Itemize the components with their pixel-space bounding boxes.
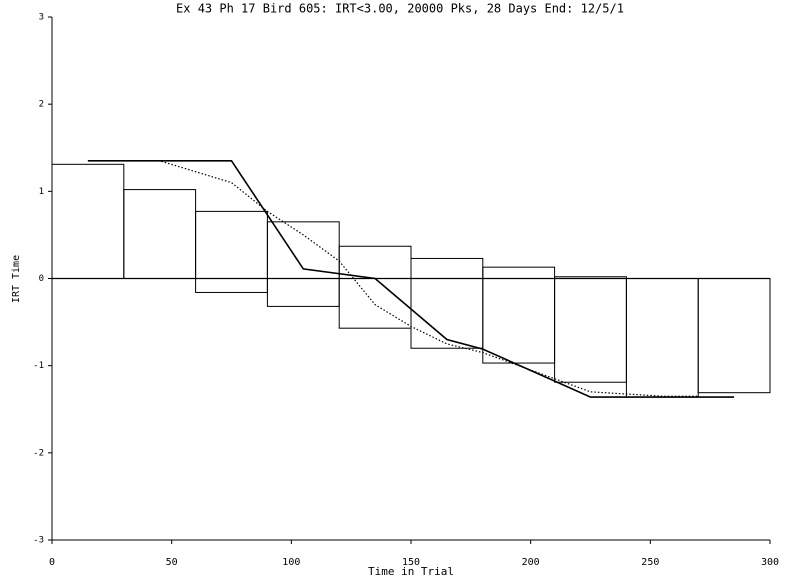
range-bar: [482, 266, 556, 364]
y-tick-label: -3: [33, 536, 44, 546]
chart-title: Ex 43 Ph 17 Bird 605: IRT<3.00, 20000 Pk…: [176, 2, 624, 16]
y-tick-label: 3: [39, 13, 44, 23]
range-bar: [554, 276, 627, 383]
x-tick-label: 50: [166, 557, 178, 568]
range-bar: [338, 245, 412, 329]
y-tick-label: 2: [39, 100, 44, 110]
x-tick-label: 0: [49, 557, 55, 568]
x-axis-label: Time in Trial: [368, 565, 454, 578]
x-tick-label: 100: [282, 557, 300, 568]
range-bar: [195, 210, 268, 293]
trend-line: [87, 160, 699, 397]
y-axis-label: IRT Time: [11, 255, 22, 303]
y-tick-label: 0: [39, 274, 44, 284]
range-bar: [51, 163, 125, 279]
x-tick-label: 150: [402, 557, 420, 568]
range-bar: [123, 189, 197, 279]
range-bar: [410, 257, 484, 349]
trend-line: [87, 160, 735, 398]
y-tick-label: -1: [33, 361, 44, 371]
x-tick-label: 300: [761, 557, 779, 568]
y-tick-label: -2: [33, 448, 44, 458]
y-tick-label: 1: [39, 187, 44, 197]
x-tick-label: 250: [641, 557, 659, 568]
range-bar: [697, 278, 771, 394]
x-tick-label: 200: [522, 557, 540, 568]
range-bar: [625, 278, 699, 398]
